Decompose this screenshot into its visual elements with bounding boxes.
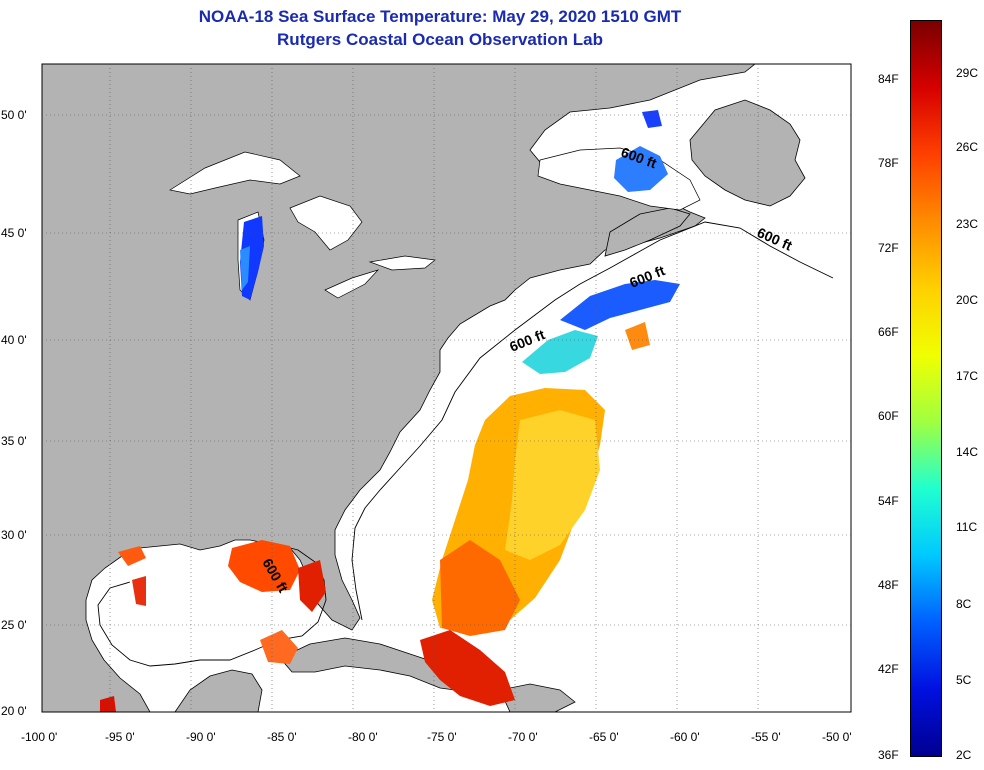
colorbar-f-label: 84F: [878, 72, 899, 86]
isobath-600ft: [97, 221, 834, 667]
lon-label: -50 0': [822, 730, 852, 744]
colorbar-c-label: 11C: [956, 520, 978, 534]
colorbar-f-label: 36F: [878, 748, 899, 762]
lon-label: -100 0': [21, 730, 58, 744]
lon-label: -70 0': [508, 730, 538, 744]
lon-label: -55 0': [751, 730, 781, 744]
map-title: NOAA-18 Sea Surface Temperature: May 29,…: [198, 7, 682, 26]
colorbar-c-label: 17C: [956, 369, 979, 383]
colorbar-f-label: 42F: [878, 662, 899, 676]
lon-label: -60 0': [670, 730, 700, 744]
colorbar-c-label: 5C: [956, 673, 972, 687]
sst-gulf-st-lawrence: [614, 110, 668, 192]
colorbar-c-label: 26C: [956, 140, 979, 154]
lon-label: -65 0': [589, 730, 619, 744]
sst-gulf-stream: [420, 280, 680, 706]
sst-lake-michigan: [240, 216, 264, 300]
colorbar-c-label: 20C: [956, 293, 979, 307]
lon-label: -95 0': [105, 730, 135, 744]
map-subtitle: Rutgers Coastal Ocean Observation Lab: [277, 30, 603, 49]
colorbar-f-label: 72F: [878, 241, 899, 255]
temperature-colorbar: [910, 20, 942, 757]
lon-label: -75 0': [427, 730, 457, 744]
map-frame: [41, 63, 852, 713]
sst-gulf-of-mexico: [100, 540, 326, 712]
lon-label: -85 0': [267, 730, 297, 744]
lat-label: 40 0': [1, 333, 27, 347]
lat-label: 20 0': [1, 704, 27, 718]
colorbar-c-label: 29C: [956, 66, 979, 80]
yucatan-land: [174, 669, 263, 712]
nova-scotia-land: [604, 207, 691, 257]
lon-label: -90 0': [186, 730, 216, 744]
colorbar-f-label: 66F: [878, 325, 899, 339]
colorbar-c-label: 2C: [956, 748, 972, 762]
colorbar-f-label: 48F: [878, 578, 899, 592]
graticule: [42, 64, 851, 712]
hispaniola-land: [499, 683, 576, 712]
colorbar-f-label: 60F: [878, 409, 899, 423]
newfoundland-land: [689, 99, 806, 207]
colorbar-f-label: 54F: [878, 494, 899, 508]
lat-label: 50 0': [1, 108, 27, 122]
lat-label: 45 0': [1, 226, 27, 240]
lat-label: 30 0': [1, 528, 27, 542]
colorbar-c-label: 14C: [956, 445, 979, 459]
lat-label: 35 0': [1, 434, 27, 448]
lat-label: 25 0': [1, 618, 27, 632]
colorbar-c-label: 23C: [956, 217, 979, 231]
colorbar-f-label: 78F: [878, 156, 899, 170]
colorbar-c-label: 8C: [956, 597, 972, 611]
lon-label: -80 0': [348, 730, 378, 744]
